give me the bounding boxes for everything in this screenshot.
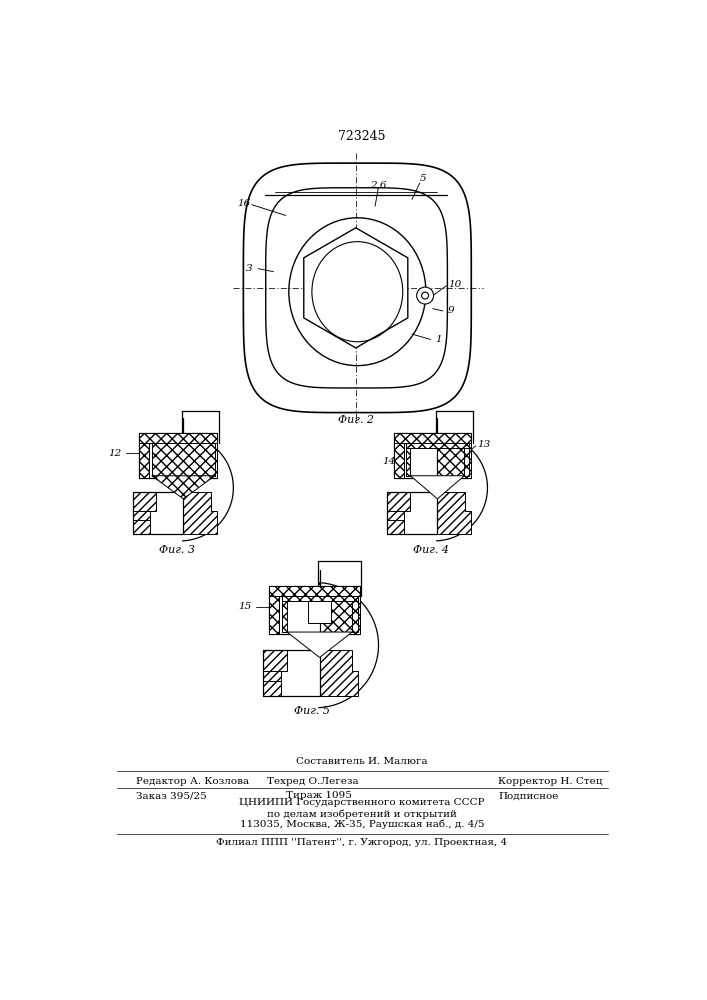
Polygon shape bbox=[394, 433, 472, 443]
Polygon shape bbox=[387, 511, 404, 520]
Text: Редактор А. Козлова: Редактор А. Козлова bbox=[136, 777, 250, 786]
Text: Φиг. 5: Φиг. 5 bbox=[294, 706, 330, 716]
Text: 12: 12 bbox=[108, 449, 122, 458]
Polygon shape bbox=[304, 228, 408, 348]
Text: Составитель И. Малюга: Составитель И. Малюга bbox=[296, 757, 428, 766]
Polygon shape bbox=[308, 601, 331, 623]
Text: 1: 1 bbox=[436, 335, 443, 344]
Polygon shape bbox=[266, 188, 448, 388]
Polygon shape bbox=[269, 596, 279, 634]
Text: Филиал ППП ''Патент'', г. Ужгород, ул. Проектная, 4: Филиал ППП ''Патент'', г. Ужгород, ул. П… bbox=[216, 838, 508, 847]
Text: Подписное: Подписное bbox=[498, 791, 559, 800]
Text: 723245: 723245 bbox=[338, 130, 386, 143]
Polygon shape bbox=[406, 443, 469, 448]
Text: 3: 3 bbox=[245, 264, 252, 273]
Polygon shape bbox=[411, 476, 464, 499]
Polygon shape bbox=[352, 596, 358, 632]
Text: 14: 14 bbox=[382, 457, 395, 466]
Polygon shape bbox=[281, 596, 287, 632]
Text: Заказ 395/25: Заказ 395/25 bbox=[136, 791, 207, 800]
Text: Корректор Н. Стец: Корректор Н. Стец bbox=[498, 777, 603, 786]
Polygon shape bbox=[387, 492, 410, 534]
Polygon shape bbox=[243, 163, 472, 413]
Polygon shape bbox=[139, 443, 149, 478]
Polygon shape bbox=[152, 476, 215, 499]
Polygon shape bbox=[281, 596, 358, 601]
Polygon shape bbox=[139, 433, 217, 443]
Text: 10: 10 bbox=[448, 280, 462, 289]
Polygon shape bbox=[133, 492, 156, 534]
Polygon shape bbox=[438, 443, 472, 478]
Polygon shape bbox=[406, 443, 411, 476]
Text: по делам изобретений и открытий: по делам изобретений и открытий bbox=[267, 809, 457, 819]
Text: Тираж 1095: Тираж 1095 bbox=[286, 791, 352, 800]
Text: Φиг. 2: Φиг. 2 bbox=[338, 415, 374, 425]
Polygon shape bbox=[394, 443, 404, 478]
Text: 113035, Москва, Ж-35, Раушская наб., д. 4/5: 113035, Москва, Ж-35, Раушская наб., д. … bbox=[240, 820, 484, 829]
Text: Φиг. 4: Φиг. 4 bbox=[413, 545, 449, 555]
Polygon shape bbox=[183, 492, 217, 534]
Polygon shape bbox=[287, 632, 352, 657]
Text: 5: 5 bbox=[419, 174, 426, 183]
Text: ЦНИИПИ Государственного комитета СССР: ЦНИИПИ Государственного комитета СССР bbox=[239, 798, 485, 807]
Text: Φиг. 3: Φиг. 3 bbox=[159, 545, 195, 555]
Polygon shape bbox=[269, 586, 360, 596]
Text: 15: 15 bbox=[238, 602, 252, 611]
Polygon shape bbox=[464, 443, 469, 476]
Polygon shape bbox=[263, 671, 281, 681]
Text: 16: 16 bbox=[238, 199, 251, 208]
Polygon shape bbox=[320, 650, 358, 696]
Polygon shape bbox=[438, 492, 471, 534]
Circle shape bbox=[421, 292, 428, 299]
Polygon shape bbox=[152, 443, 215, 476]
Text: 9: 9 bbox=[448, 306, 454, 315]
Text: 13: 13 bbox=[477, 440, 491, 449]
Text: Техред О.Легеза: Техред О.Легеза bbox=[267, 777, 359, 786]
Polygon shape bbox=[320, 596, 360, 634]
Polygon shape bbox=[183, 443, 217, 478]
Circle shape bbox=[416, 287, 433, 304]
Polygon shape bbox=[133, 511, 150, 520]
Polygon shape bbox=[263, 650, 287, 696]
Text: 2,6: 2,6 bbox=[370, 180, 386, 189]
